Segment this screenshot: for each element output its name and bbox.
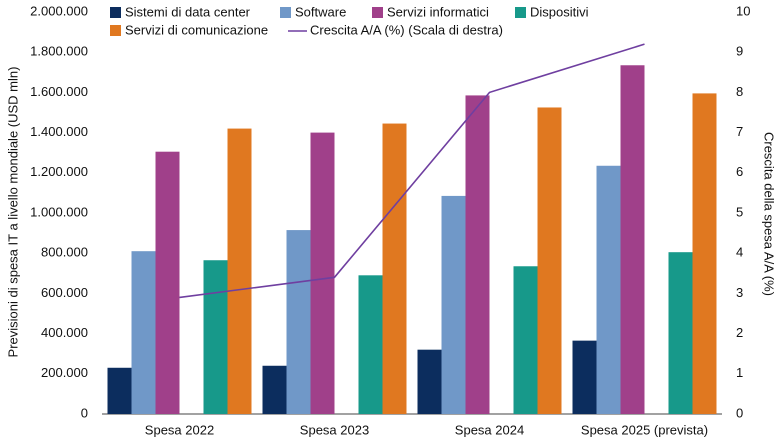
- y2-tick-label: 0: [736, 405, 743, 420]
- legend-swatch: [110, 7, 121, 18]
- y2-tick-label: 9: [736, 44, 743, 59]
- bar: [203, 260, 228, 414]
- bar: [286, 230, 311, 414]
- bar: [692, 93, 717, 414]
- y2-tick-label: 5: [736, 204, 743, 219]
- x-tick-label: Spesa 2024: [455, 422, 524, 437]
- y2-tick-label: 2: [736, 325, 743, 340]
- y-tick-label: 800.000: [41, 245, 88, 260]
- legend-swatch: [280, 7, 291, 18]
- bar: [441, 195, 466, 414]
- bar: [107, 367, 132, 414]
- legend-label: Sistemi di data center: [125, 4, 251, 19]
- bar: [620, 65, 645, 414]
- y2-tick-label: 3: [736, 285, 743, 300]
- x-tick-label: Spesa 2025 (prevista): [581, 422, 708, 437]
- y-tick-label: 1.800.000: [30, 44, 88, 59]
- bar: [668, 252, 693, 414]
- y-tick-label: 1.600.000: [30, 84, 88, 99]
- legend-label: Servizi informatici: [387, 4, 489, 19]
- legend-swatch: [110, 25, 121, 36]
- bar: [572, 340, 597, 414]
- y2-tick-label: 7: [736, 124, 743, 139]
- legend-label: Dispositivi: [530, 4, 589, 19]
- bar: [227, 128, 252, 414]
- y-axis-title: Previsioni di spesa IT a livello mondial…: [5, 67, 20, 358]
- y2-tick-label: 8: [736, 84, 743, 99]
- bar: [382, 123, 407, 415]
- x-tick-label: Spesa 2022: [145, 422, 214, 437]
- y-tick-label: 1.000.000: [30, 204, 88, 219]
- bar: [513, 266, 538, 414]
- bar: [262, 365, 287, 414]
- y-tick-label: 200.000: [41, 365, 88, 380]
- y2-tick-label: 1: [736, 365, 743, 380]
- bar: [596, 165, 621, 414]
- y-tick-label: 1.400.000: [30, 124, 88, 139]
- legend-label: Servizi di comunicazione: [125, 22, 268, 37]
- legend-label: Software: [295, 4, 346, 19]
- y-tick-label: 2.000.000: [30, 3, 88, 18]
- y-tick-label: 400.000: [41, 325, 88, 340]
- bar: [358, 275, 383, 414]
- y-tick-label: 600.000: [41, 285, 88, 300]
- legend-swatch: [515, 7, 526, 18]
- bar: [417, 349, 442, 414]
- y-tick-label: 1.200.000: [30, 164, 88, 179]
- y2-axis-title: Crescita della spesa A/A (%): [762, 132, 777, 296]
- y-tick-label: 0: [81, 405, 88, 420]
- x-tick-label: Spesa 2023: [300, 422, 369, 437]
- bar: [310, 132, 335, 414]
- y2-tick-label: 4: [736, 245, 743, 260]
- legend-label: Crescita A/A (%) (Scala di destra): [310, 22, 503, 37]
- bar: [131, 251, 156, 414]
- y2-tick-label: 10: [736, 3, 750, 18]
- bar: [155, 151, 180, 414]
- legend-swatch: [372, 7, 383, 18]
- bar: [537, 107, 562, 414]
- y2-tick-label: 6: [736, 164, 743, 179]
- line: [179, 43, 645, 299]
- bar: [465, 95, 490, 414]
